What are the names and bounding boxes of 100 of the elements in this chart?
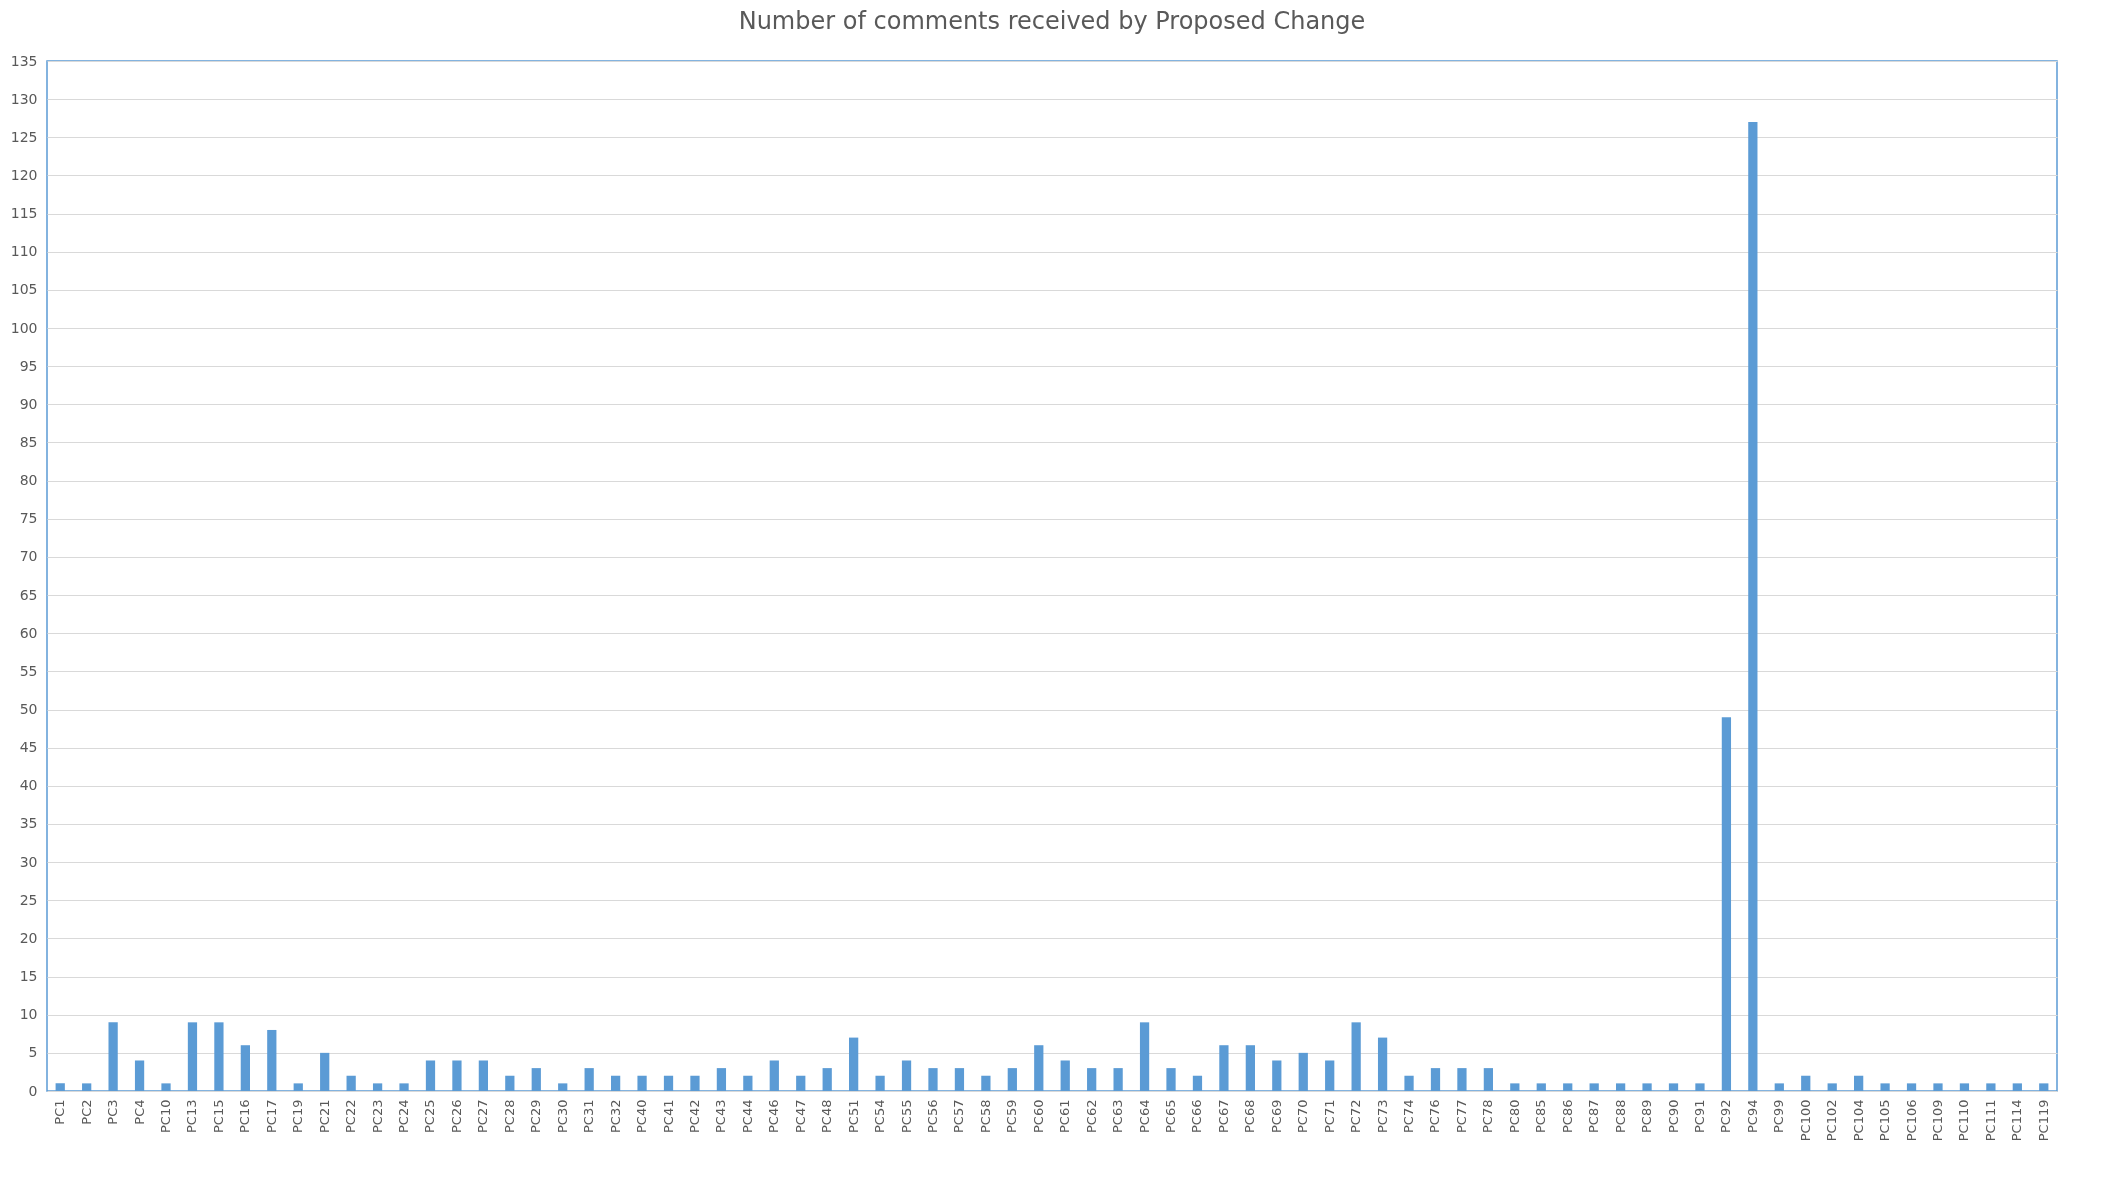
- x-tick-label: PC46: [766, 1099, 782, 1133]
- y-tick-label: 115: [10, 205, 38, 222]
- y-tick-label: 0: [28, 1082, 38, 1099]
- chart-title: Number of comments received by Proposed Change: [738, 7, 1366, 35]
- x-tick-label: PC59: [1004, 1099, 1020, 1133]
- x-tick-label: PC44: [739, 1099, 755, 1133]
- x-tick-label: PC99: [1771, 1099, 1787, 1133]
- x-tick-label: PC32: [607, 1099, 623, 1133]
- x-tick-label: PC1: [52, 1099, 68, 1125]
- x-tick-label: PC104: [1850, 1099, 1866, 1142]
- x-tick-label: PC68: [1242, 1099, 1258, 1133]
- x-tick-label: PC57: [951, 1099, 967, 1133]
- x-tick-label: PC24: [396, 1099, 412, 1133]
- x-tick-label: PC63: [1110, 1099, 1126, 1133]
- x-tick-label: PC31: [581, 1099, 597, 1133]
- x-tick-label: PC86: [1559, 1099, 1575, 1133]
- x-tick-label: PC85: [1533, 1099, 1549, 1133]
- y-tick-label: 60: [19, 624, 38, 641]
- x-tick-label: PC28: [501, 1099, 517, 1133]
- x-tick-label: PC56: [924, 1099, 940, 1133]
- x-tick-label: PC109: [1929, 1099, 1945, 1142]
- y-tick-label: 105: [10, 281, 38, 298]
- x-tick-label: PC89: [1639, 1099, 1655, 1133]
- x-tick-label: PC10: [158, 1099, 174, 1133]
- x-tick-label: PC74: [1401, 1099, 1417, 1133]
- y-tick-label: 30: [19, 853, 38, 870]
- x-tick-label: PC22: [343, 1099, 359, 1133]
- x-tick-label: PC78: [1480, 1099, 1496, 1133]
- x-tick-label: PC21: [316, 1099, 332, 1133]
- x-tick-label: PC94: [1744, 1099, 1760, 1133]
- y-tick-label: 70: [19, 548, 38, 565]
- x-tick-label: PC48: [819, 1099, 835, 1133]
- y-tick-label: 45: [19, 739, 38, 756]
- y-tick-label: 120: [10, 166, 38, 183]
- x-tick-label: PC60: [1030, 1099, 1046, 1133]
- x-tick-label: PC19: [290, 1099, 306, 1133]
- y-tick-label: 25: [19, 891, 38, 908]
- x-tick-label: PC61: [1057, 1099, 1073, 1133]
- x-tick-label: PC3: [105, 1099, 121, 1125]
- x-tick-label: PC105: [1877, 1099, 1893, 1142]
- x-tick-label: PC54: [872, 1099, 888, 1133]
- y-tick-label: 75: [19, 510, 38, 527]
- x-tick-label: PC110: [1956, 1099, 1972, 1142]
- x-tick-label: PC119: [2035, 1099, 2051, 1142]
- y-tick-label: 100: [10, 319, 38, 336]
- x-tick-label: PC23: [369, 1099, 385, 1133]
- x-tick-label: PC51: [845, 1099, 861, 1133]
- x-tick-label: PC58: [977, 1099, 993, 1133]
- x-tick-label: PC70: [1295, 1099, 1311, 1133]
- y-tick-label: 65: [19, 586, 38, 603]
- x-tick-label: PC76: [1427, 1099, 1443, 1133]
- y-tick-label: 35: [19, 815, 38, 832]
- x-tick-label: PC73: [1374, 1099, 1390, 1133]
- y-tick-label: 5: [28, 1044, 38, 1061]
- y-tick-label: 15: [19, 968, 38, 985]
- y-tick-label: 80: [19, 472, 38, 489]
- x-tick-label: PC13: [184, 1099, 200, 1133]
- x-tick-label: PC90: [1665, 1099, 1681, 1133]
- x-tick-label: PC65: [1163, 1099, 1179, 1133]
- y-tick-label: 135: [10, 52, 38, 69]
- x-tick-label: PC111: [1982, 1099, 1998, 1142]
- x-tick-label: PC47: [792, 1099, 808, 1133]
- x-tick-label: PC72: [1348, 1099, 1364, 1133]
- y-tick-label: 85: [19, 433, 38, 450]
- x-tick-label: PC27: [475, 1099, 491, 1133]
- x-tick-label: PC91: [1691, 1099, 1707, 1133]
- y-tick-label: 90: [19, 395, 38, 412]
- x-tick-label: PC25: [422, 1099, 438, 1133]
- x-tick-label: PC29: [528, 1099, 544, 1133]
- x-tick-label: PC2: [78, 1099, 94, 1125]
- y-tick-label: 50: [19, 701, 38, 718]
- x-tick-label: PC69: [1268, 1099, 1284, 1133]
- x-tick-label: PC66: [1189, 1099, 1205, 1133]
- x-tick-label: PC67: [1215, 1099, 1231, 1133]
- x-tick-label: PC106: [1903, 1099, 1919, 1142]
- y-tick-label: 55: [19, 662, 38, 679]
- x-tick-label: PC64: [1136, 1099, 1152, 1133]
- x-tick-label: PC87: [1586, 1099, 1602, 1133]
- x-tick-label: PC102: [1824, 1099, 1840, 1142]
- y-tick-label: 20: [19, 929, 38, 946]
- y-tick-label: 125: [10, 128, 38, 145]
- x-tick-label: PC62: [1083, 1099, 1099, 1133]
- y-tick-label: 10: [19, 1006, 38, 1023]
- x-tick-label: PC15: [210, 1099, 226, 1133]
- x-tick-label: PC88: [1612, 1099, 1628, 1133]
- x-tick-label: PC55: [898, 1099, 914, 1133]
- x-tick-label: PC17: [263, 1099, 279, 1133]
- x-tick-label: PC92: [1718, 1099, 1734, 1133]
- x-tick-label: PC42: [686, 1099, 702, 1133]
- x-tick-label: PC100: [1797, 1099, 1813, 1142]
- x-tick-label: PC43: [713, 1099, 729, 1133]
- x-tick-label: PC80: [1506, 1099, 1522, 1133]
- y-tick-label: 40: [19, 777, 38, 794]
- x-tick-label: PC41: [660, 1099, 676, 1133]
- x-tick-label: PC4: [131, 1099, 147, 1125]
- x-tick-label: PC77: [1453, 1099, 1469, 1133]
- x-tick-label: PC26: [448, 1099, 464, 1133]
- x-tick-label: PC30: [554, 1099, 570, 1133]
- x-tick-label: PC16: [237, 1099, 253, 1133]
- x-tick-label: PC114: [2009, 1099, 2025, 1142]
